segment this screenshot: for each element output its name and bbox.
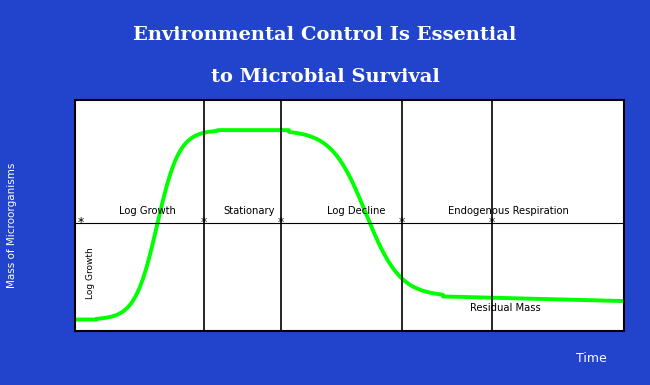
Text: Time: Time xyxy=(576,352,607,365)
Text: Log Growth: Log Growth xyxy=(119,206,176,216)
Text: *: * xyxy=(489,216,495,229)
Text: Log Growth: Log Growth xyxy=(86,248,95,299)
Text: *: * xyxy=(398,216,405,229)
Text: Log Decline: Log Decline xyxy=(328,206,386,216)
Text: Endogenous Respiration: Endogenous Respiration xyxy=(448,206,569,216)
Text: Mass of Microorganisms: Mass of Microorganisms xyxy=(6,162,17,288)
Text: Residual Mass: Residual Mass xyxy=(470,303,541,313)
Text: *: * xyxy=(278,216,284,229)
Text: *: * xyxy=(77,216,84,229)
Text: Stationary: Stationary xyxy=(223,206,274,216)
Text: Environmental Control Is Essential: Environmental Control Is Essential xyxy=(133,26,517,44)
Text: to Microbial Survival: to Microbial Survival xyxy=(211,68,439,86)
Text: *: * xyxy=(201,216,207,229)
